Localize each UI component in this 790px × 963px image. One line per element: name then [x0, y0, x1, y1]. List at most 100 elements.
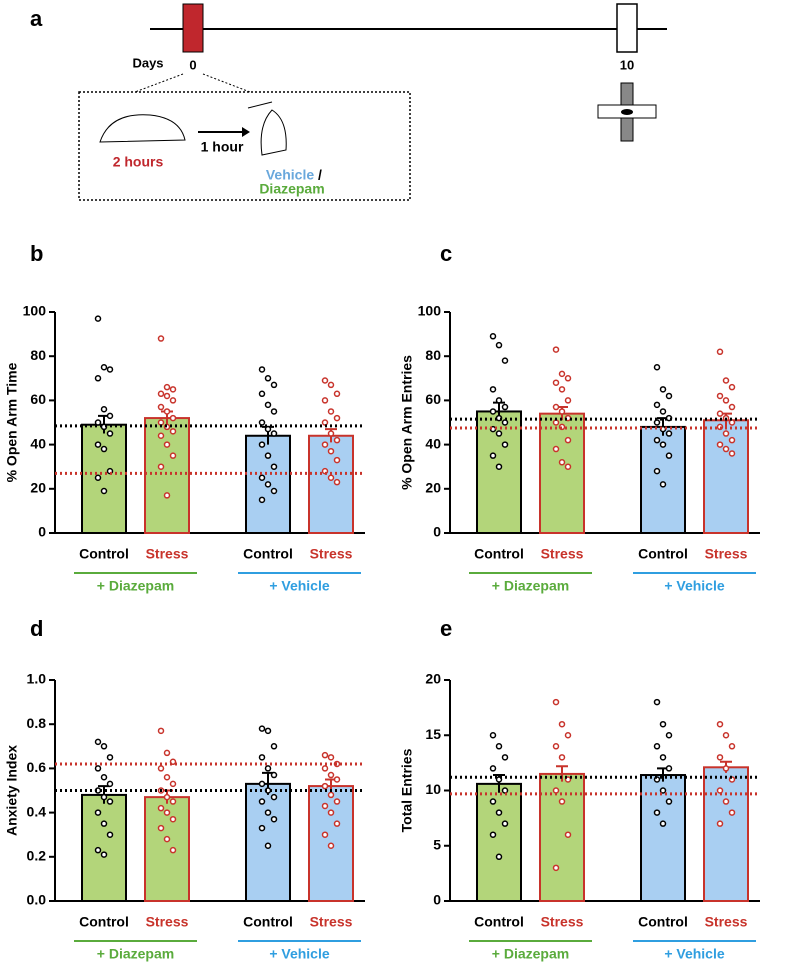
- data-point: [552, 743, 560, 750]
- x-tick-label: Stress: [146, 914, 189, 930]
- x-tick-label: Stress: [310, 914, 353, 930]
- stress-duration: 2 hours: [113, 154, 164, 170]
- data-point: [163, 492, 171, 499]
- data-point: [94, 441, 102, 448]
- data-point: [501, 820, 509, 827]
- data-point: [264, 425, 272, 433]
- data-point: [321, 802, 329, 810]
- data-point: [552, 698, 560, 706]
- bar: [703, 766, 749, 902]
- data-point: [169, 452, 177, 459]
- data-point: [157, 765, 165, 772]
- y-tick-label: 5: [433, 836, 441, 852]
- data-point: [564, 732, 572, 739]
- data-point: [558, 798, 566, 805]
- data-point: [728, 419, 736, 426]
- data-point: [327, 474, 335, 481]
- bar: [81, 423, 127, 534]
- data-point: [653, 436, 661, 444]
- data-point: [157, 804, 165, 812]
- data-point: [333, 390, 341, 398]
- data-point: [169, 397, 177, 404]
- data-point: [258, 725, 266, 732]
- data-point: [327, 842, 335, 849]
- data-point: [163, 392, 171, 400]
- data-point: [653, 809, 661, 816]
- data-point: [270, 793, 278, 801]
- data-point: [564, 463, 572, 470]
- data-point: [501, 441, 509, 448]
- data-point: [270, 381, 278, 389]
- data-point: [558, 459, 566, 466]
- y-tick-label: 80: [425, 347, 441, 363]
- chart-panel: c % Open Arm Entries 0 20 40 60 80 100 Control St…: [399, 241, 760, 594]
- y-tick-label: 100: [23, 303, 47, 319]
- y-tick-label: 10: [425, 781, 441, 797]
- data-point: [501, 754, 509, 761]
- data-point: [270, 815, 278, 823]
- day-start-marker: [182, 3, 204, 53]
- data-point: [321, 441, 329, 448]
- data-point: [321, 765, 329, 772]
- data-point: [501, 419, 509, 426]
- chart-panel: d Anxiety Index 0.0 0.2 0.4 0.6 0.8 1.0 Control S…: [4, 616, 365, 962]
- data-point: [333, 414, 341, 422]
- data-point: [157, 463, 165, 470]
- data-point: [270, 463, 278, 470]
- data-point: [558, 720, 566, 728]
- x-tick-label: Control: [638, 546, 688, 562]
- data-point: [501, 403, 509, 411]
- day-label: 10: [620, 57, 634, 72]
- y-tick-label: 1.0: [27, 671, 47, 687]
- x-tick-label: Control: [243, 914, 293, 930]
- data-point: [258, 780, 266, 788]
- data-point: [552, 403, 560, 411]
- data-point: [716, 441, 724, 448]
- data-point: [169, 414, 177, 422]
- data-point: [100, 487, 108, 495]
- data-point: [264, 452, 272, 459]
- y-tick-label: 20: [30, 480, 46, 496]
- x-tick-label: Stress: [310, 546, 353, 562]
- data-point: [552, 419, 560, 426]
- data-point: [495, 743, 503, 750]
- data-point: [552, 445, 560, 453]
- x-tick-label: Control: [474, 914, 524, 930]
- data-point: [264, 727, 272, 735]
- bar: [476, 782, 522, 902]
- data-point: [327, 754, 335, 761]
- data-point: [665, 452, 673, 459]
- chart-panel: b % Open Arm Time 0 20 40 60 80 100 Control Stres…: [4, 241, 365, 594]
- data-point: [333, 456, 341, 464]
- data-point: [495, 397, 503, 404]
- data-point: [489, 408, 497, 415]
- data-point: [169, 815, 177, 823]
- data-point: [722, 798, 730, 805]
- data-point: [659, 481, 667, 488]
- y-tick-label: 0.2: [27, 848, 47, 864]
- data-point: [552, 346, 560, 353]
- syringe-icon: [247, 101, 273, 109]
- data-point: [659, 441, 667, 448]
- data-point: [258, 754, 266, 761]
- group-label: + Vehicle: [664, 578, 725, 594]
- group-label: + Diazepam: [492, 946, 569, 962]
- data-point: [163, 408, 171, 415]
- x-tick-label: Stress: [541, 914, 584, 930]
- data-point: [333, 436, 341, 444]
- data-point: [489, 798, 497, 805]
- data-point: [716, 754, 724, 761]
- data-point: [653, 743, 661, 750]
- data-point: [716, 720, 724, 728]
- data-point: [157, 403, 165, 411]
- data-point: [501, 787, 509, 794]
- y-tick-label: 20: [425, 480, 441, 496]
- data-point: [270, 408, 278, 415]
- y-axis-label: % Open Arm Entries: [399, 355, 415, 490]
- data-point: [495, 853, 503, 861]
- data-point: [564, 831, 572, 838]
- data-point: [321, 397, 329, 404]
- group-label: + Vehicle: [269, 578, 330, 594]
- data-point: [94, 738, 102, 746]
- x-tick-label: Stress: [146, 546, 189, 562]
